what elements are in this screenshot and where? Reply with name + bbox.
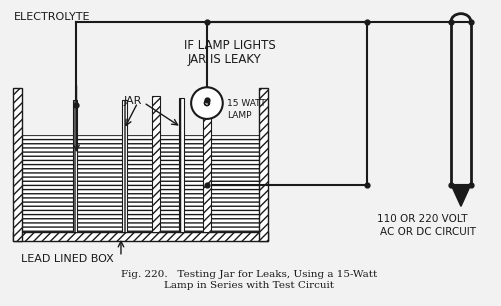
Text: Lamp in Series with Test Circuit: Lamp in Series with Test Circuit bbox=[164, 282, 334, 290]
Bar bbox=[22, 135, 259, 232]
Text: LAMP: LAMP bbox=[226, 111, 250, 120]
Text: IF LAMP LIGHTS: IF LAMP LIGHTS bbox=[184, 39, 276, 52]
Text: JAR: JAR bbox=[124, 96, 142, 106]
Polygon shape bbox=[450, 185, 470, 206]
Bar bbox=[13, 232, 268, 241]
Bar bbox=[122, 100, 127, 232]
Bar bbox=[73, 100, 77, 232]
Text: LEAD LINED BOX: LEAD LINED BOX bbox=[21, 254, 114, 264]
Bar bbox=[13, 88, 22, 241]
Bar bbox=[151, 96, 159, 232]
Text: 15 WATT: 15 WATT bbox=[226, 99, 265, 108]
Text: AC OR DC CIRCUIT: AC OR DC CIRCUIT bbox=[379, 227, 475, 237]
Text: JAR IS LEAKY: JAR IS LEAKY bbox=[187, 53, 261, 66]
Text: ELECTROLYTE: ELECTROLYTE bbox=[14, 12, 91, 22]
Bar bbox=[179, 98, 184, 232]
Circle shape bbox=[191, 87, 222, 119]
Bar bbox=[259, 88, 268, 241]
Bar bbox=[202, 96, 210, 232]
Text: 110 OR 220 VOLT: 110 OR 220 VOLT bbox=[376, 214, 466, 224]
Text: Fig. 220.   Testing Jar for Leaks, Using a 15-Watt: Fig. 220. Testing Jar for Leaks, Using a… bbox=[121, 270, 377, 279]
